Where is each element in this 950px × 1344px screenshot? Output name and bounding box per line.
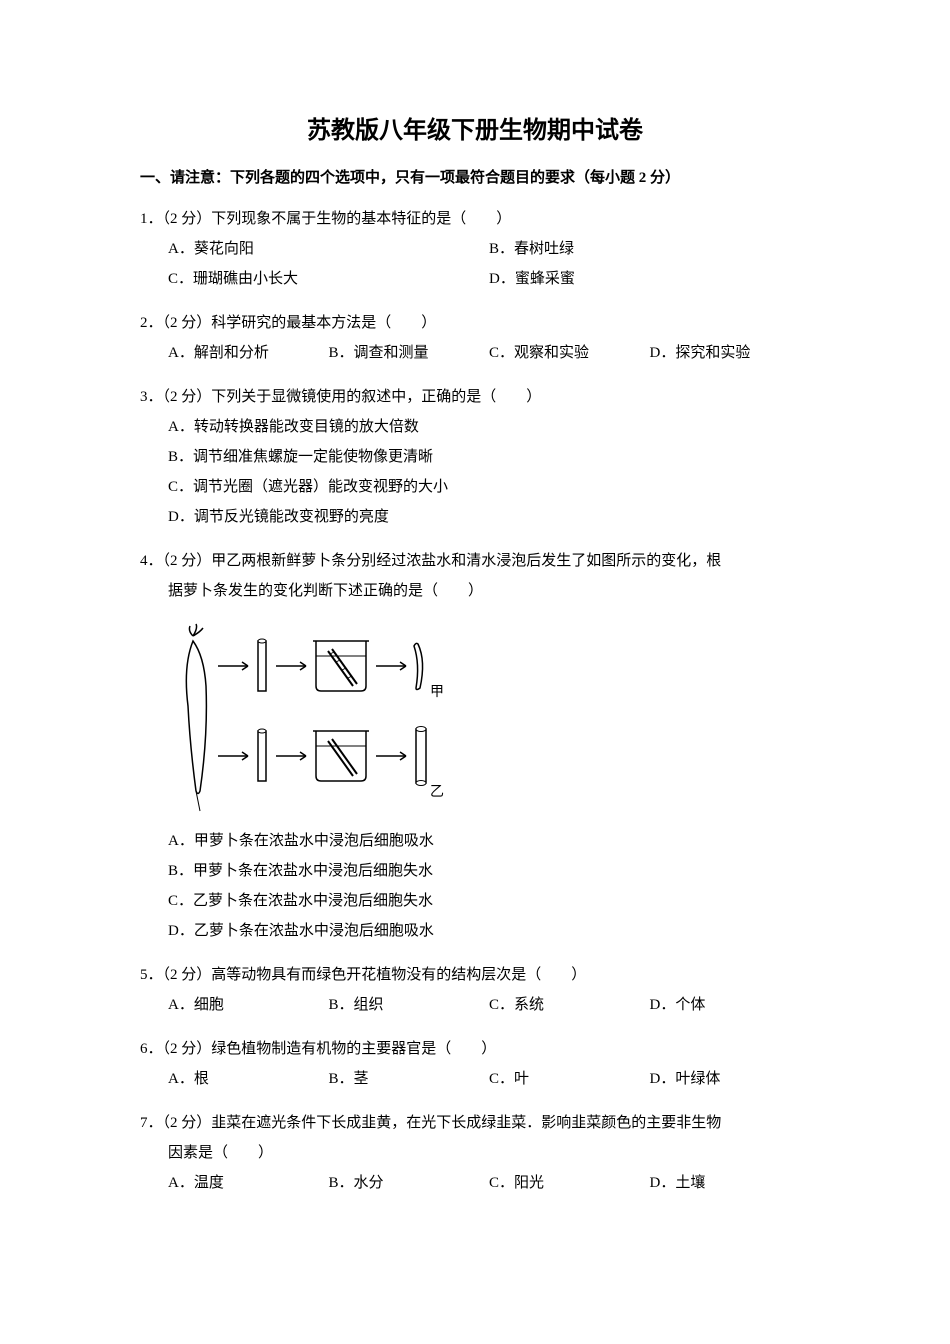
question-5: 5．（2 分）高等动物具有而绿色开花植物没有的结构层次是（ ） A．细胞 B．组… bbox=[140, 960, 810, 1020]
option-b: B．调节细准焦螺旋一定能使物像更清晰 bbox=[168, 442, 810, 472]
label-jia: 甲 bbox=[430, 685, 444, 700]
question-text: 2．（2 分）科学研究的最基本方法是（ ） bbox=[140, 308, 810, 338]
option-a: A．细胞 bbox=[168, 990, 329, 1020]
options: A．转动转换器能改变目镜的放大倍数 B．调节细准焦螺旋一定能使物像更清晰 C．调… bbox=[140, 412, 810, 532]
strip-curved-icon bbox=[414, 643, 423, 689]
question-text: 5．（2 分）高等动物具有而绿色开花植物没有的结构层次是（ ） bbox=[140, 960, 810, 990]
option-c: C．调节光圈（遮光器）能改变视野的大小 bbox=[168, 472, 810, 502]
option-c: C．乙萝卜条在浓盐水中浸泡后细胞失水 bbox=[168, 886, 810, 916]
question-3: 3．（2 分）下列关于显微镜使用的叙述中，正确的是（ ） A．转动转换器能改变目… bbox=[140, 382, 810, 532]
question-text: 3．（2 分）下列关于显微镜使用的叙述中，正确的是（ ） bbox=[140, 382, 810, 412]
options: A．温度 B．水分 C．阳光 D．土壤 bbox=[140, 1168, 810, 1198]
options: A．根 B．茎 C．叶 D．叶绿体 bbox=[140, 1064, 810, 1094]
label-yi: 乙 bbox=[430, 784, 444, 800]
strip-icon bbox=[258, 731, 266, 781]
section-header: 一、请注意：下列各题的四个选项中，只有一项最符合题目的要求（每小题 2 分） bbox=[140, 165, 810, 192]
radish-icon bbox=[186, 624, 206, 811]
question-text: 1．（2 分）下列现象不属于生物的基本特征的是（ ） bbox=[140, 204, 810, 234]
question-1: 1．（2 分）下列现象不属于生物的基本特征的是（ ） A．葵花向阳 B．春树吐绿… bbox=[140, 204, 810, 294]
option-b: B．甲萝卜条在浓盐水中浸泡后细胞失水 bbox=[168, 856, 810, 886]
option-a: A．甲萝卜条在浓盐水中浸泡后细胞吸水 bbox=[168, 826, 810, 856]
radish-diagram: 甲 bbox=[140, 616, 810, 816]
beaker-icon bbox=[313, 641, 369, 691]
option-c: C．珊瑚礁由小长大 bbox=[168, 264, 489, 294]
option-c: C．系统 bbox=[489, 990, 650, 1020]
page-title: 苏教版八年级下册生物期中试卷 bbox=[140, 110, 810, 145]
option-a: A．根 bbox=[168, 1064, 329, 1094]
option-d: D．调节反光镜能改变视野的亮度 bbox=[168, 502, 810, 532]
options: A．解剖和分析 B．调查和测量 C．观察和实验 D．探究和实验 bbox=[140, 338, 810, 368]
option-c: C．观察和实验 bbox=[489, 338, 650, 368]
question-text: 6．（2 分）绿色植物制造有机物的主要器官是（ ） bbox=[140, 1034, 810, 1064]
option-b: B．水分 bbox=[329, 1168, 490, 1198]
option-d: D．叶绿体 bbox=[650, 1064, 811, 1094]
question-continuation: 因素是（ ） bbox=[140, 1138, 810, 1168]
strip-swollen-icon bbox=[416, 729, 426, 783]
question-continuation: 据萝卜条发生的变化判断下述正确的是（ ） bbox=[140, 576, 810, 606]
strip-icon bbox=[258, 641, 266, 691]
question-6: 6．（2 分）绿色植物制造有机物的主要器官是（ ） A．根 B．茎 C．叶 D．… bbox=[140, 1034, 810, 1094]
option-d: D．个体 bbox=[650, 990, 811, 1020]
options: A．葵花向阳 B．春树吐绿 C．珊瑚礁由小长大 D．蜜蜂采蜜 bbox=[140, 234, 810, 294]
option-c: C．叶 bbox=[489, 1064, 650, 1094]
option-b: B．茎 bbox=[329, 1064, 490, 1094]
diagram-svg: 甲 bbox=[168, 616, 448, 816]
question-2: 2．（2 分）科学研究的最基本方法是（ ） A．解剖和分析 B．调查和测量 C．… bbox=[140, 308, 810, 368]
option-d: D．探究和实验 bbox=[650, 338, 811, 368]
option-a: A．葵花向阳 bbox=[168, 234, 489, 264]
option-a: A．解剖和分析 bbox=[168, 338, 329, 368]
option-b: B．调查和测量 bbox=[329, 338, 490, 368]
question-text: 4．（2 分）甲乙两根新鲜萝卜条分别经过浓盐水和清水浸泡后发生了如图所示的变化，… bbox=[140, 546, 810, 576]
options: A．甲萝卜条在浓盐水中浸泡后细胞吸水 B．甲萝卜条在浓盐水中浸泡后细胞失水 C．… bbox=[140, 826, 810, 946]
options: A．细胞 B．组织 C．系统 D．个体 bbox=[140, 990, 810, 1020]
beaker-icon bbox=[313, 731, 369, 781]
option-d: D．乙萝卜条在浓盐水中浸泡后细胞吸水 bbox=[168, 916, 810, 946]
option-a: A．转动转换器能改变目镜的放大倍数 bbox=[168, 412, 810, 442]
question-7: 7．（2 分）韭菜在遮光条件下长成韭黄，在光下长成绿韭菜．影响韭菜颜色的主要非生… bbox=[140, 1108, 810, 1198]
option-a: A．温度 bbox=[168, 1168, 329, 1198]
option-c: C．阳光 bbox=[489, 1168, 650, 1198]
option-d: D．土壤 bbox=[650, 1168, 811, 1198]
option-b: B．春树吐绿 bbox=[489, 234, 810, 264]
option-b: B．组织 bbox=[329, 990, 490, 1020]
question-4: 4．（2 分）甲乙两根新鲜萝卜条分别经过浓盐水和清水浸泡后发生了如图所示的变化，… bbox=[140, 546, 810, 946]
option-d: D．蜜蜂采蜜 bbox=[489, 264, 810, 294]
question-text: 7．（2 分）韭菜在遮光条件下长成韭黄，在光下长成绿韭菜．影响韭菜颜色的主要非生… bbox=[140, 1108, 810, 1138]
